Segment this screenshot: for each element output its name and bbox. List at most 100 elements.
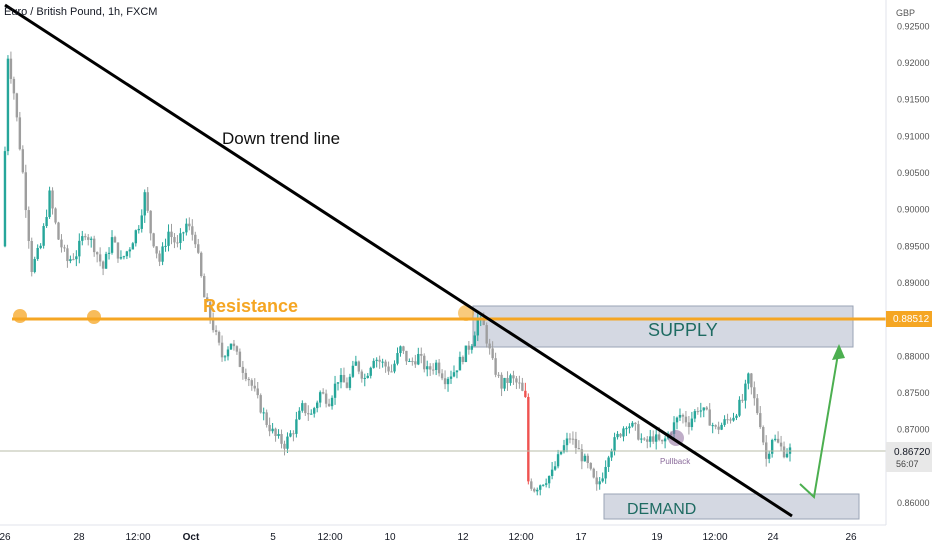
candle — [601, 472, 604, 483]
candle — [33, 256, 36, 274]
x-tick-label: 28 — [73, 532, 85, 543]
candle — [378, 355, 381, 369]
candle — [87, 234, 90, 246]
candle — [247, 377, 251, 387]
candle — [616, 431, 619, 440]
candle — [732, 412, 735, 422]
candle — [741, 393, 744, 403]
candle — [167, 224, 170, 252]
candle — [197, 238, 200, 255]
candle — [223, 354, 227, 362]
candle — [640, 433, 643, 444]
x-tick-label: 26 — [0, 532, 11, 543]
candle — [452, 365, 456, 378]
candle — [434, 359, 438, 376]
current-price-text: 0.86720 — [894, 447, 931, 458]
candle — [494, 352, 497, 378]
candle — [372, 358, 375, 369]
candle — [485, 322, 488, 348]
candle — [36, 244, 39, 261]
candle — [565, 432, 569, 453]
resistance-price-badge — [886, 311, 932, 327]
candle — [324, 389, 328, 408]
x-tick-label: Oct — [183, 532, 200, 543]
candle — [185, 218, 188, 236]
candle — [696, 407, 700, 415]
candle — [292, 430, 295, 442]
candle — [399, 345, 402, 357]
candle — [244, 368, 248, 382]
candle — [6, 55, 10, 156]
candle — [625, 426, 628, 437]
candle — [354, 355, 358, 366]
candle — [119, 250, 123, 260]
candle — [310, 409, 313, 415]
candle — [524, 382, 527, 398]
candle — [729, 417, 732, 424]
candle — [101, 260, 105, 276]
projection-arrow — [799, 347, 840, 499]
x-tick-label: 17 — [575, 532, 587, 543]
y-tick-label: 0.87000 — [897, 425, 930, 435]
candle — [131, 241, 135, 250]
candle — [735, 413, 738, 421]
demand-zone — [603, 493, 860, 520]
candle — [173, 233, 176, 249]
x-tick-label: 26 — [845, 532, 857, 543]
candle — [744, 379, 747, 409]
candle — [327, 398, 331, 407]
x-tick-label: 24 — [767, 532, 779, 543]
candle — [491, 341, 494, 361]
candle — [577, 440, 581, 450]
x-tick-label: 10 — [384, 532, 396, 543]
candle — [18, 111, 22, 151]
candle — [518, 375, 521, 389]
candle — [500, 372, 503, 397]
resistance-touch-marker — [458, 305, 474, 321]
candle — [241, 361, 245, 380]
candle — [458, 351, 462, 371]
candle — [779, 435, 783, 452]
candle — [357, 360, 361, 375]
candle — [420, 347, 423, 364]
y-axis: 0.92500 0.92000 0.91500 0.91000 0.90500 0.900… — [885, 0, 930, 525]
candle — [559, 451, 563, 456]
candle — [470, 344, 474, 354]
candle — [381, 358, 384, 368]
candle — [137, 225, 140, 234]
candle — [497, 372, 500, 378]
candle — [690, 411, 694, 431]
candle — [95, 251, 99, 263]
candle — [619, 432, 622, 438]
candle — [613, 432, 616, 456]
candle — [384, 359, 387, 373]
candle — [759, 406, 762, 429]
candle — [298, 407, 301, 421]
candle — [723, 415, 726, 427]
candle — [431, 363, 435, 375]
candle — [628, 423, 631, 434]
candle — [134, 229, 138, 247]
candle — [48, 186, 51, 219]
candle — [78, 233, 81, 264]
candle — [539, 484, 542, 496]
candle — [396, 347, 399, 366]
x-tick-label: 12:00 — [125, 532, 150, 543]
candle — [366, 372, 369, 379]
candle — [15, 92, 19, 122]
candle — [607, 455, 610, 472]
candle — [473, 331, 476, 347]
y-tick-label: 0.89500 — [897, 241, 930, 251]
candle — [39, 243, 42, 250]
candle — [747, 372, 750, 390]
candle — [652, 430, 655, 444]
candle — [675, 416, 679, 430]
candle — [113, 235, 117, 243]
x-tick-label: 12:00 — [317, 532, 342, 543]
candle — [69, 255, 72, 264]
candle — [720, 422, 723, 431]
candle — [90, 236, 93, 248]
candle — [27, 206, 30, 249]
